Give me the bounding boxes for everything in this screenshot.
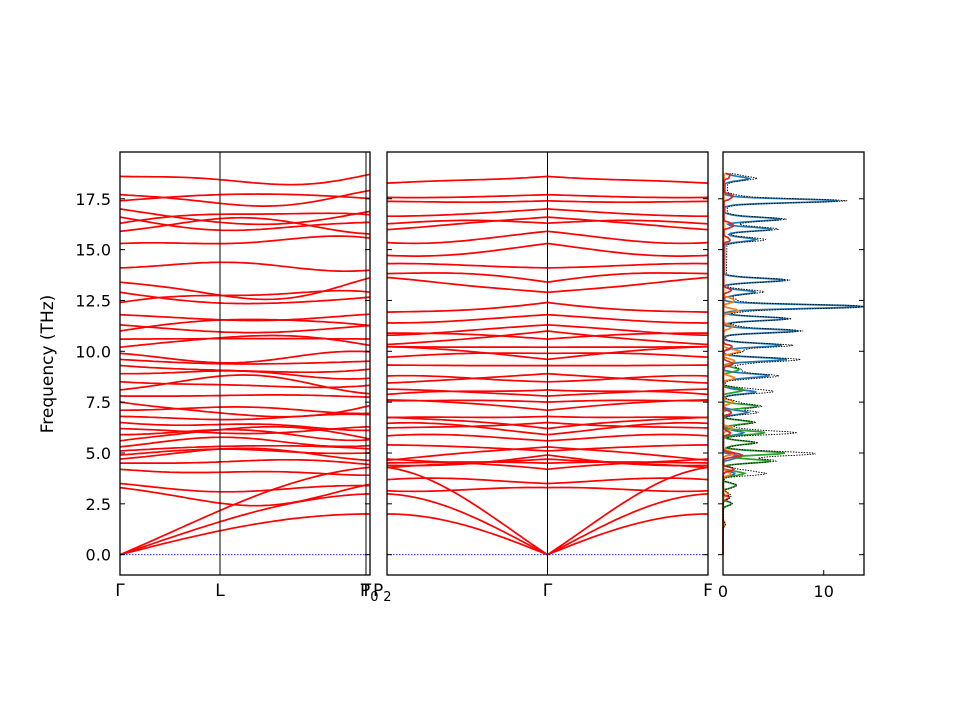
band-line [119, 261, 371, 273]
band-line [119, 334, 371, 349]
y-axis-label: Frequency (THz) [38, 295, 58, 434]
band-line [119, 421, 371, 432]
band-line [120, 394, 371, 398]
band-line [119, 482, 370, 493]
band-line [119, 318, 371, 332]
band-line [119, 313, 371, 322]
band-line [120, 458, 371, 466]
y-tick-label: 15.0 [75, 241, 111, 260]
y-tick-label: 17.5 [75, 190, 111, 209]
y-tick-label: 12.5 [75, 291, 111, 310]
y-tick-label: 2.5 [86, 495, 111, 514]
y-tick-label: 10.0 [75, 342, 111, 361]
band-line [119, 324, 371, 334]
band-line [119, 173, 371, 186]
band-line [119, 413, 371, 421]
dos-x-tick-label: 0 [718, 582, 728, 601]
band-line [119, 189, 371, 207]
band-line [119, 425, 371, 442]
band-line [119, 235, 371, 245]
acoustic-band-line [119, 466, 371, 556]
band-line [119, 358, 371, 365]
y-tick-label: 0.0 [86, 546, 111, 565]
x-tick-label: L [215, 581, 225, 601]
band-line [119, 212, 371, 225]
dos-total-line [722, 172, 864, 555]
band-line [119, 364, 371, 374]
acoustic-band-line [119, 513, 370, 556]
dos-series-line [722, 172, 865, 555]
band-line [119, 448, 371, 456]
band-line [119, 447, 371, 462]
dos-panel [722, 172, 865, 555]
y-tick-label: 7.5 [86, 393, 111, 412]
band-line [119, 216, 371, 235]
band-panel-1 [119, 173, 371, 556]
band-line [119, 436, 371, 448]
band-line [119, 350, 371, 364]
dos-x-tick-label: 10 [814, 582, 834, 601]
band-line [119, 428, 371, 442]
x-tick-label: Γ [543, 581, 553, 601]
dos-series-line [722, 173, 742, 555]
band-line [120, 337, 370, 340]
axes-frame-3 [722, 151, 865, 576]
band-line [119, 483, 371, 507]
y-tick-label: 5.0 [86, 444, 111, 463]
band-line [119, 406, 371, 415]
band-line [119, 380, 371, 389]
acoustic-band-line [119, 493, 371, 556]
x-tick-label: T [360, 581, 372, 601]
band-line [119, 276, 371, 301]
x-tick-label: F [703, 581, 713, 601]
band-line [119, 291, 371, 305]
x-tick-label: Γ [115, 581, 125, 601]
band-line [119, 216, 371, 232]
band-line [119, 401, 371, 418]
band-line [119, 208, 371, 226]
